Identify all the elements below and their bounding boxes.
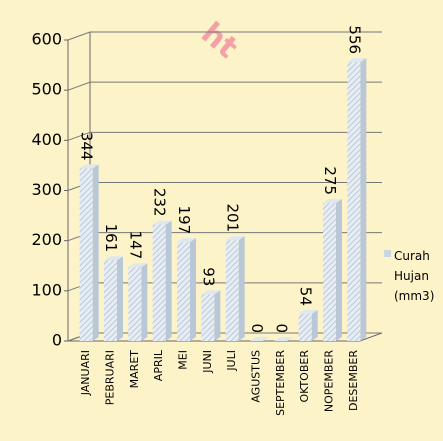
legend-swatch bbox=[384, 250, 391, 257]
x-tick-label: AGUSTUS bbox=[250, 350, 263, 403]
bar-face bbox=[274, 337, 294, 341]
bar bbox=[152, 220, 172, 341]
data-label: 0 bbox=[272, 323, 290, 333]
grid-line bbox=[67, 81, 382, 91]
data-label: 275 bbox=[321, 166, 339, 195]
bar-face bbox=[298, 309, 318, 314]
x-tick-label: DESEMBER bbox=[347, 350, 360, 411]
data-label: 161 bbox=[102, 224, 120, 253]
grid-line bbox=[67, 131, 382, 141]
y-tick-label: 0 bbox=[52, 331, 62, 350]
y-tick-label: 600 bbox=[31, 30, 62, 49]
bar-face bbox=[347, 62, 361, 341]
x-tick-label: PEBRUARI bbox=[104, 350, 117, 405]
x-tick-label: SEPTEMBER bbox=[274, 350, 287, 416]
x-tick-label: MEI bbox=[177, 350, 190, 370]
data-label: 556 bbox=[345, 25, 363, 54]
bar-face bbox=[238, 236, 245, 341]
bar-face bbox=[141, 263, 148, 341]
bar-face bbox=[225, 240, 239, 341]
x-tick-label: JANUARI bbox=[79, 350, 92, 396]
x-tick-label: OKTOBER bbox=[298, 350, 311, 403]
bar-face bbox=[190, 238, 196, 341]
bar-face bbox=[347, 58, 367, 63]
y-tick-label: 200 bbox=[31, 230, 62, 249]
bar-face bbox=[177, 238, 196, 243]
bar-face bbox=[250, 337, 269, 341]
bar-face bbox=[117, 256, 123, 341]
bar-face bbox=[214, 290, 221, 341]
bar bbox=[104, 256, 123, 341]
data-label: 93 bbox=[199, 267, 217, 286]
data-label: 54 bbox=[297, 287, 315, 306]
bar-face bbox=[360, 58, 367, 341]
data-label: 0 bbox=[248, 323, 266, 333]
bar-face bbox=[201, 294, 215, 341]
bar bbox=[128, 263, 148, 341]
x-tick-label: JUNI bbox=[201, 350, 214, 374]
bar bbox=[177, 238, 196, 341]
data-label: 197 bbox=[175, 206, 193, 235]
bar bbox=[225, 236, 245, 341]
y-tick-label: 500 bbox=[31, 80, 62, 99]
bar-face bbox=[177, 242, 190, 341]
bar-face bbox=[165, 220, 172, 341]
y-tick-label: 400 bbox=[31, 130, 62, 149]
bar bbox=[347, 58, 367, 341]
bar bbox=[298, 309, 318, 341]
bar-face bbox=[225, 236, 245, 241]
bar-face bbox=[152, 220, 172, 225]
x-tick-label: APRIL bbox=[152, 349, 165, 381]
bar bbox=[250, 337, 269, 341]
bar-face bbox=[104, 256, 123, 261]
bar-face bbox=[128, 263, 148, 268]
data-label: 232 bbox=[151, 188, 169, 217]
x-tick-label: MARET bbox=[128, 350, 141, 389]
y-tick-label: 100 bbox=[31, 280, 62, 299]
bar-face bbox=[79, 168, 93, 341]
grid-line bbox=[67, 31, 382, 41]
bar-face bbox=[298, 313, 312, 341]
bar bbox=[323, 199, 342, 341]
bar-face bbox=[311, 309, 318, 341]
x-tick-label: JULI bbox=[225, 350, 238, 372]
data-label: 344 bbox=[78, 132, 96, 161]
bar-face bbox=[92, 164, 99, 341]
legend-label: Curah Hujan (mm3) bbox=[394, 249, 435, 303]
y-tick-label: 300 bbox=[31, 180, 62, 199]
bar-face bbox=[323, 203, 336, 341]
data-label: 201 bbox=[224, 204, 242, 233]
bar-face bbox=[152, 224, 166, 341]
bar-face bbox=[104, 260, 117, 341]
data-label: 147 bbox=[126, 231, 144, 260]
x-tick-label: NOPEMBER bbox=[323, 350, 336, 412]
bar-face bbox=[336, 199, 342, 341]
bar-face bbox=[323, 199, 342, 204]
bar bbox=[79, 164, 99, 341]
bar bbox=[201, 290, 221, 341]
bar-face bbox=[79, 164, 99, 169]
watermark: ht bbox=[194, 16, 244, 66]
bar bbox=[274, 337, 294, 341]
bar-face bbox=[201, 290, 221, 295]
bar-face bbox=[128, 267, 142, 341]
